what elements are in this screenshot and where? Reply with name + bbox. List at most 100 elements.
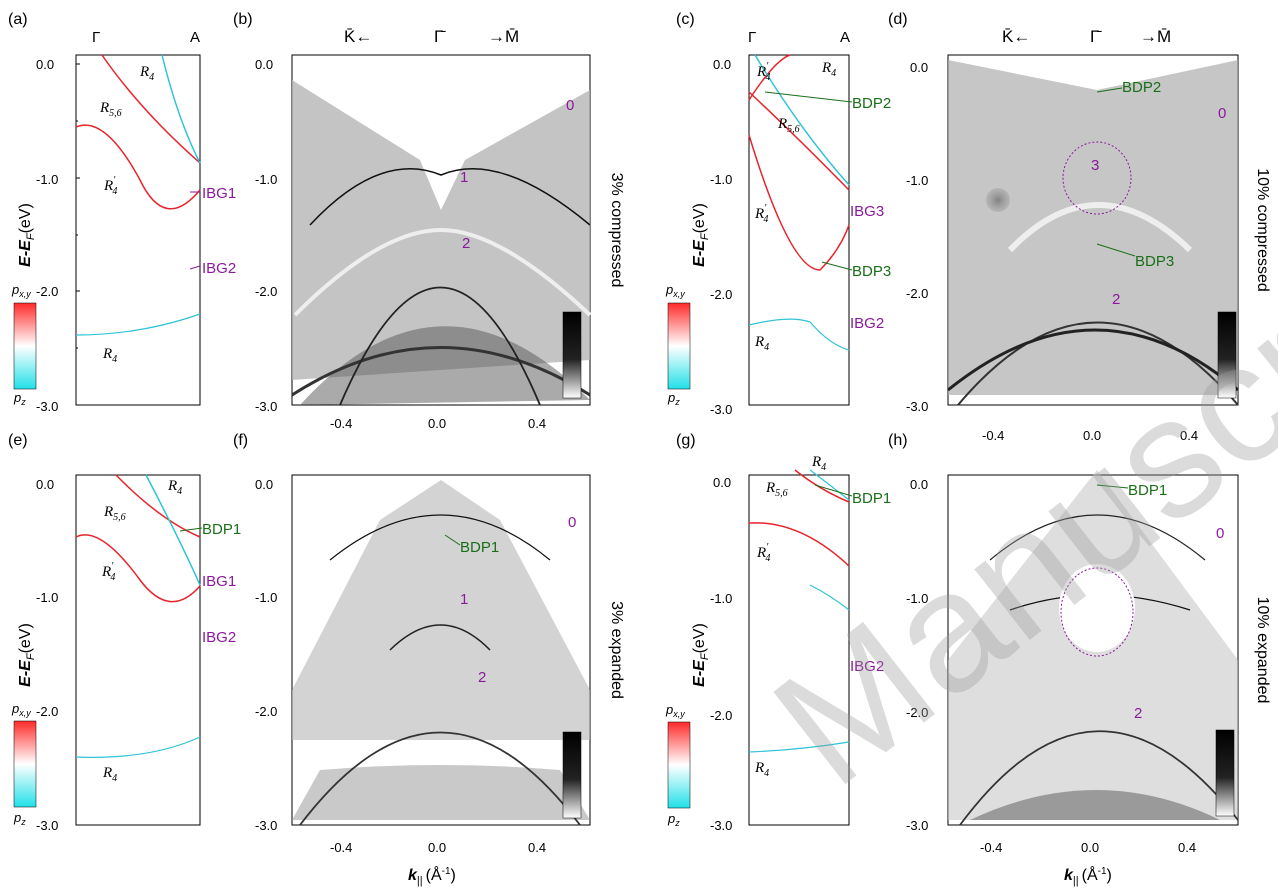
ytick: -2.0 <box>906 705 928 720</box>
strain-title-b: 3% compressed <box>608 173 625 288</box>
strain-title-h: 10% expanded <box>1254 597 1271 704</box>
ytick: 0.0 <box>255 477 273 492</box>
panel-a-frame <box>75 54 201 406</box>
panel-label-g: (g) <box>676 432 696 449</box>
bdp3-label: BDP3 <box>852 263 891 280</box>
ytick: 0.0 <box>713 57 731 72</box>
xtick: 0.4 <box>528 840 546 855</box>
label-2: 2 <box>462 235 470 252</box>
xtick: -0.4 <box>982 428 1004 443</box>
ytick: -1.0 <box>906 173 928 188</box>
panel-e: 0.0 -1.0 -2.0 -3.0 E-EF(eV) R4 R5,6 R′ 4 … <box>11 474 241 833</box>
colorbar-bottom-label: pz <box>667 390 680 407</box>
orbital-colorbar <box>667 721 691 809</box>
ytick: -2.0 <box>710 287 732 302</box>
bdp1-label: BDP1 <box>460 539 499 556</box>
intensity-colorbar <box>1215 729 1235 817</box>
orbital-colorbar <box>13 302 37 390</box>
ytick: -3.0 <box>906 399 928 414</box>
ytick: 0.0 <box>910 60 928 75</box>
ylabel-a: E-EF(eV) <box>17 203 37 267</box>
strain-title-f: 3% expanded <box>608 601 625 699</box>
xtick: -0.4 <box>330 840 352 855</box>
label-1: 1 <box>460 169 468 186</box>
band-label-r4prime: R′ 4 <box>756 61 770 83</box>
panel-g-frame <box>748 474 850 826</box>
panel-c: Γ A 0.0 -1.0 -2.0 -3.0 E-EF(eV) R′ 4 R4 R… <box>665 29 891 417</box>
xtick: 0.0 <box>428 416 446 431</box>
a-point-label: A <box>840 29 850 46</box>
ibg2-label: IBG2 <box>202 260 236 277</box>
colorbar-bottom-label: pz <box>667 811 680 828</box>
ytick: -2.0 <box>255 704 277 719</box>
ytick: -1.0 <box>36 590 58 605</box>
intensity-colorbar <box>1217 311 1237 399</box>
ibg2-label: IBG2 <box>850 315 884 332</box>
panel-labels: (a) (b) (c) (d) (e) (f) (g) (h) <box>8 11 908 449</box>
kbar-label: K̄← <box>1002 27 1030 46</box>
mbar-label: →M̄ <box>1140 27 1171 46</box>
colorbar-top-label: px,y <box>665 702 685 719</box>
ytick: -1.0 <box>710 172 732 187</box>
band-label-r4: R4 <box>821 60 836 79</box>
intensity-colorbar <box>562 731 582 819</box>
band-label-r56: R5,6 <box>765 480 788 499</box>
panel-label-a: (a) <box>8 11 28 28</box>
ylabel-c: E-EF(eV) <box>691 203 711 267</box>
panel-label-e: (e) <box>8 432 28 449</box>
ytick: -1.0 <box>255 590 277 605</box>
ytick: -2.0 <box>255 284 277 299</box>
ytick: 0.0 <box>910 477 928 492</box>
xtick: 0.0 <box>1083 428 1101 443</box>
band-label-r4-low: R4 <box>102 765 117 784</box>
colorbar-top-label: px,y <box>11 282 31 299</box>
panel-f: 0 BDP1 1 2 0.0 -1.0 -2.0 -3.0 -0.4 0.0 0… <box>255 474 625 887</box>
panel-d: BDP2 0 3 BDP3 2 K̄← Γ̄ →M̄ 0.0 -1.0 -2.0… <box>906 27 1271 443</box>
label-3: 3 <box>1091 157 1099 174</box>
xtick: 0.4 <box>1180 428 1198 443</box>
ylabel-e: E-EF(eV) <box>17 623 37 687</box>
xlabel-h: k|| (Å-1) <box>1064 865 1112 887</box>
colorbar-bottom-label: pz <box>13 810 26 827</box>
gammabar-label: Γ̄ <box>434 27 446 46</box>
band-label-r4prime: R′ 4 <box>756 542 770 564</box>
ytick: -1.0 <box>255 172 277 187</box>
panel-e-frame <box>75 474 201 826</box>
panel-label-c: (c) <box>676 11 695 28</box>
bdp1-label: BDP1 <box>1128 482 1167 499</box>
panel-c-frame <box>748 54 850 406</box>
ytick: 0.0 <box>255 57 273 72</box>
bdp1-label: BDP1 <box>852 490 891 507</box>
xtick: 0.4 <box>1178 840 1196 855</box>
ibg2-label: IBG2 <box>850 658 884 675</box>
band-label-r56: R5,6 <box>103 504 126 523</box>
label-0: 0 <box>566 97 574 114</box>
band-label-r4-low: R4 <box>754 760 769 779</box>
ibg1-label: IBG1 <box>202 573 236 590</box>
ytick: -1.0 <box>906 591 928 606</box>
bdp1-label: BDP1 <box>202 521 241 538</box>
label-0: 0 <box>1218 105 1226 122</box>
ytick: -2.0 <box>36 284 58 299</box>
panel-label-d: (d) <box>888 11 908 28</box>
ytick: -1.0 <box>36 172 58 187</box>
band-label-r4prime: R′ 4 <box>101 561 115 583</box>
band-label-r4-low: R4 <box>754 334 769 353</box>
colorbar-top-label: px,y <box>665 282 685 299</box>
ytick: -2.0 <box>36 704 58 719</box>
ytick: -3.0 <box>36 399 58 414</box>
panel-a: Γ A 0.0 -1.0 -2.0 -3.0 E-EF(eV) R4 R5,6 … <box>11 29 236 414</box>
xtick: 0.0 <box>428 840 446 855</box>
bdp3-label: BDP3 <box>1135 253 1174 270</box>
ibg3-label: IBG3 <box>850 203 884 220</box>
panel-b: 0 1 2 K̄← Γ̄ →M̄ 0.0 -1.0 -2.0 -3.0 -0.4… <box>255 27 625 431</box>
orbital-colorbar <box>667 302 691 390</box>
panel-g: 0.0 -1.0 -2.0 -3.0 E-EF(eV) R4 R5,6 R′ 4 … <box>665 454 891 833</box>
band-label-r4: R4 <box>167 478 182 497</box>
panel-label-b: (b) <box>233 11 253 28</box>
orbital-colorbar <box>13 720 37 808</box>
colorbar-bottom-label: pz <box>13 390 26 407</box>
ytick: 0.0 <box>36 477 54 492</box>
xtick: -0.4 <box>980 840 1002 855</box>
bdp2-label: BDP2 <box>1122 79 1161 96</box>
